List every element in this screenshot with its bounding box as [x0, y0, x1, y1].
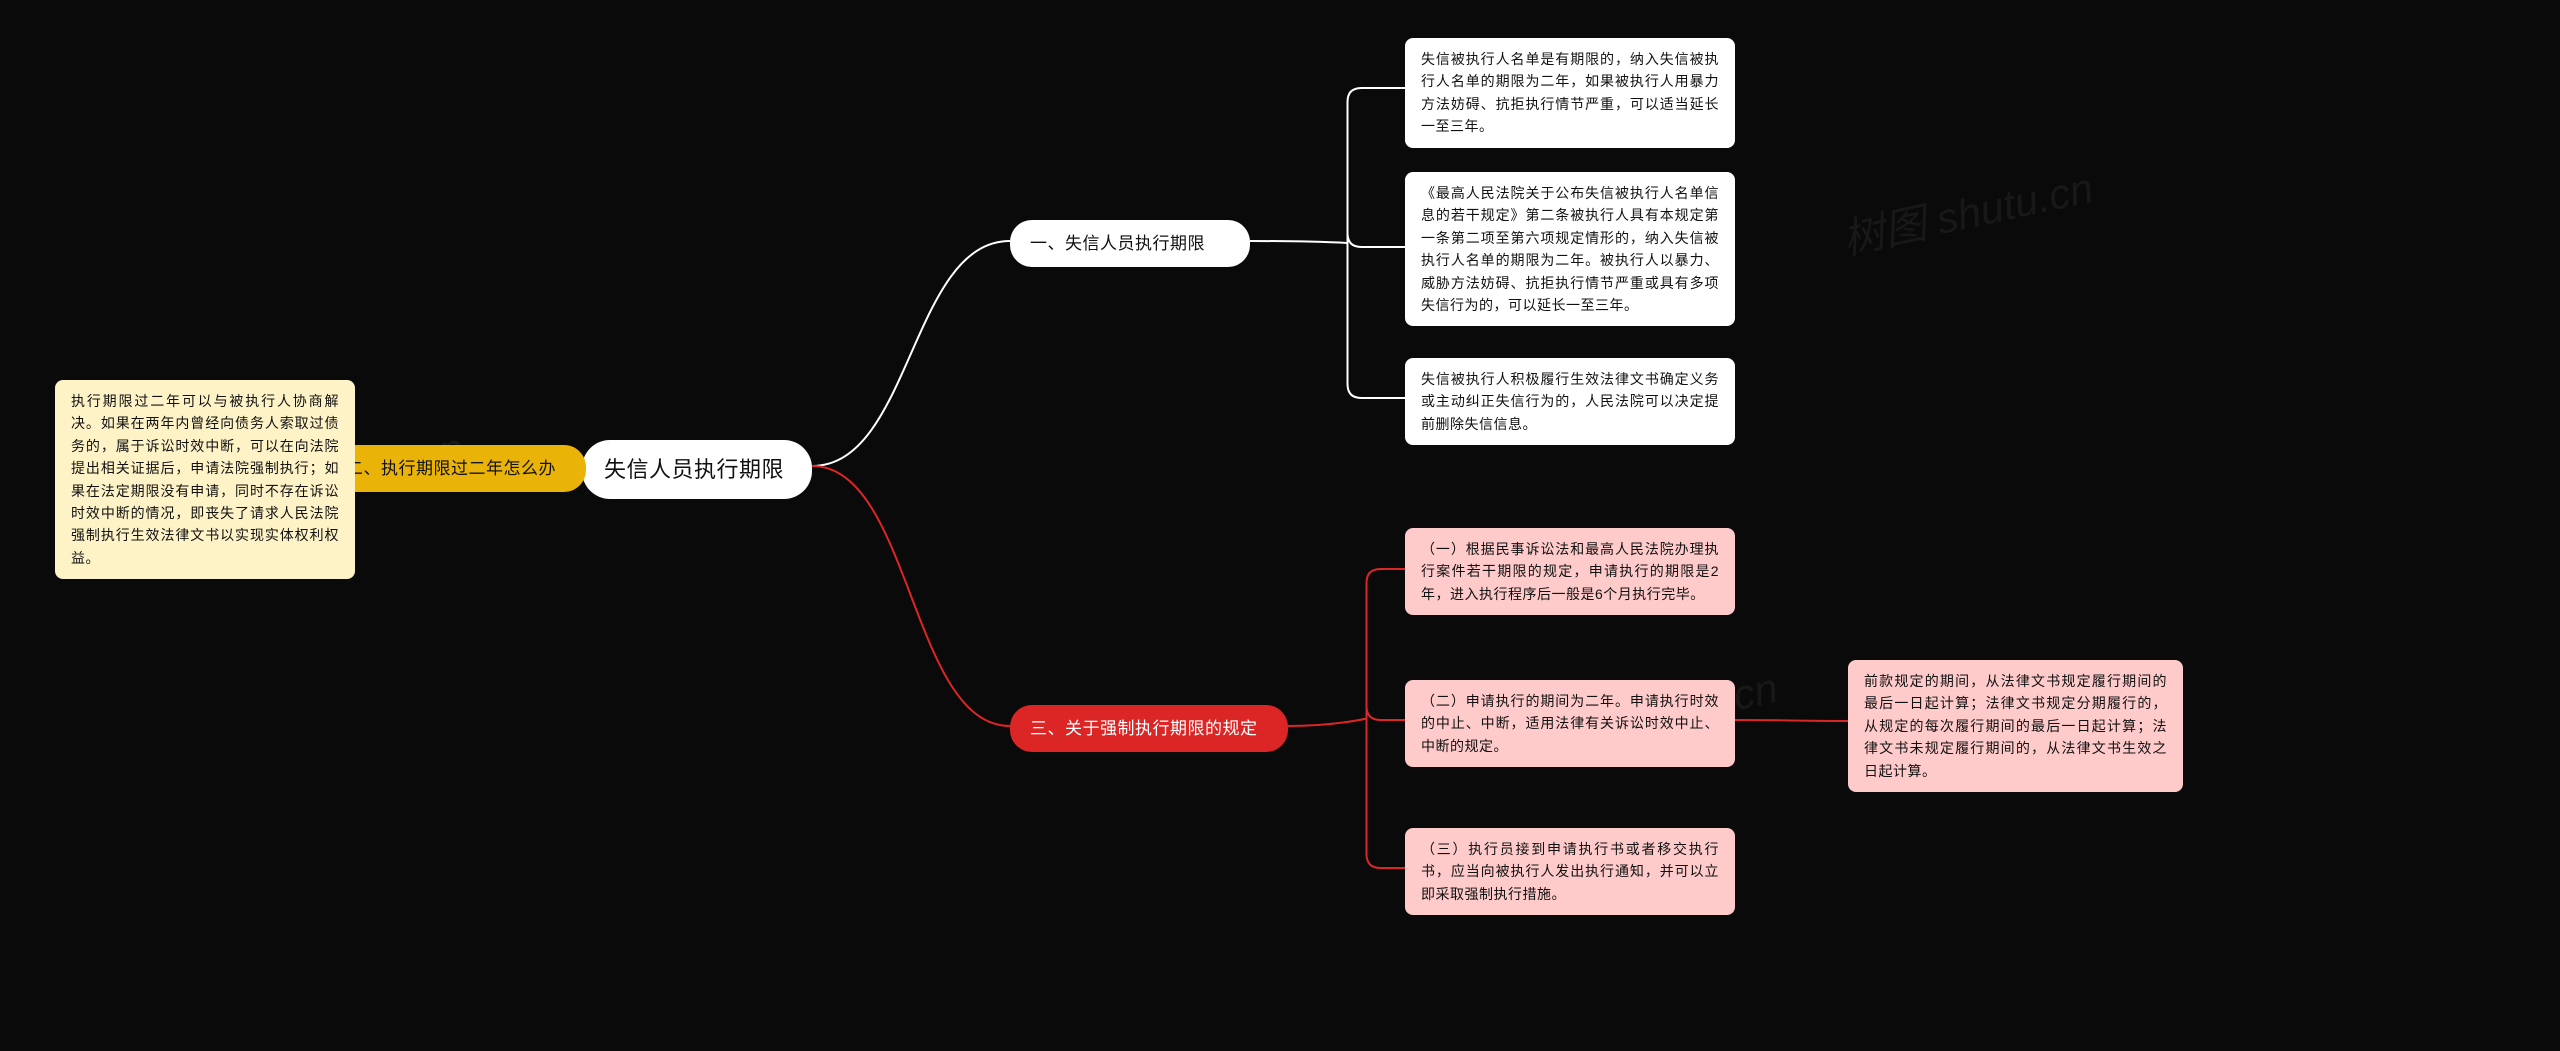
leaf-b2c1: 执行期限过二年可以与被执行人协商解决。如果在两年内曾经向债务人索取过债务的，属于… — [55, 380, 355, 579]
watermark: 树图 shutu.cn — [1836, 154, 2098, 267]
branch-b1[interactable]: 一、失信人员执行期限 — [1010, 220, 1250, 267]
leaf-b1c2: 《最高人民法院关于公布失信被执行人名单信息的若干规定》第二条被执行人具有本规定第… — [1405, 172, 1735, 326]
leaf-b3c3: （三）执行员接到申请执行书或者移交执行书，应当向被执行人发出执行通知，并可以立即… — [1405, 828, 1735, 915]
leaf-b3c2a: 前款规定的期间，从法律文书规定履行期间的最后一日起计算；法律文书规定分期履行的，… — [1848, 660, 2183, 792]
leaf-b1c3: 失信被执行人积极履行生效法律文书确定义务或主动纠正失信行为的，人民法院可以决定提… — [1405, 358, 1735, 445]
center-node[interactable]: 失信人员执行期限 — [582, 440, 812, 499]
branch-b3[interactable]: 三、关于强制执行期限的规定 — [1010, 705, 1288, 752]
leaf-b3c1: （一）根据民事诉讼法和最高人民法院办理执行案件若干期限的规定，申请执行的期限是2… — [1405, 528, 1735, 615]
branch-b2[interactable]: 二、执行期限过二年怎么办 — [326, 445, 586, 492]
edge-layer — [0, 0, 2560, 1051]
leaf-b1c1: 失信被执行人名单是有期限的，纳入失信被执行人名单的期限为二年，如果被执行人用暴力… — [1405, 38, 1735, 148]
mindmap-canvas: 树图 shutu.cnshutu.cn树图 shutu.cn失信人员执行期限一、… — [0, 0, 2560, 1051]
leaf-b3c2: （二）申请执行的期间为二年。申请执行时效的中止、中断，适用法律有关诉讼时效中止、… — [1405, 680, 1735, 767]
